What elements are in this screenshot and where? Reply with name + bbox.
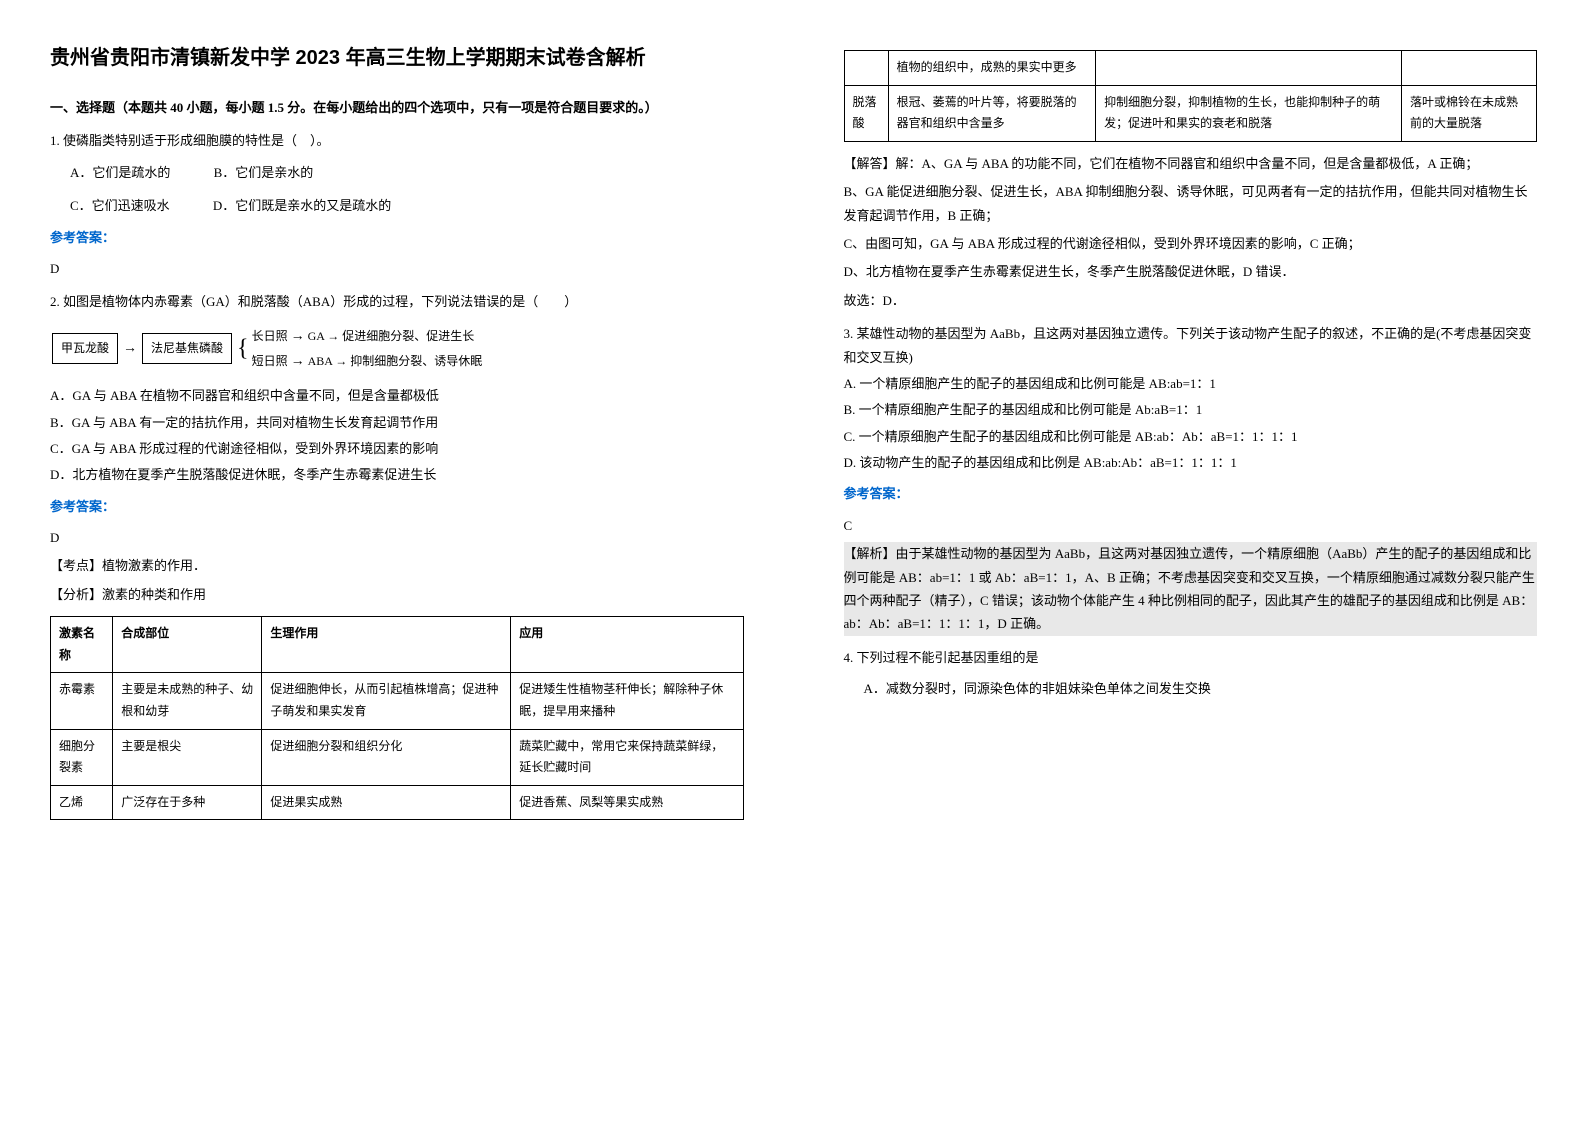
q1-opt-b: B．它们是亲水的 xyxy=(214,161,314,184)
q1-text: 1. 使磷脂类特别适于形成细胞膜的特性是（ ）。 xyxy=(50,129,744,152)
arrow-icon: → xyxy=(123,341,137,356)
q1-answer: D xyxy=(50,257,744,280)
document-title: 贵州省贵阳市清镇新发中学 2023 年高三生物上学期期末试卷含解析 xyxy=(50,40,744,76)
q2-fenxi: 【分析】激素的种类和作用 xyxy=(50,583,744,606)
arrow-icon: → xyxy=(291,354,305,369)
section-1-header: 一、选择题（本题共 40 小题，每小题 1.5 分。在每小题给出的四个选项中，只… xyxy=(50,96,744,119)
aba-text: ABA → 抑制细胞分裂、诱导休眠 xyxy=(308,354,483,368)
q2-opt-b: B．GA 与 ABA 有一定的拮抗作用，共同对植物生长发育起调节作用 xyxy=(50,411,744,434)
q1-opt-a: A．它们是疏水的 xyxy=(70,161,170,184)
cell-application: 促进矮生性植物茎秆伸长；解除种子休眠，提早用来播种 xyxy=(511,673,743,729)
q3-opt-c: C. 一个精原细胞产生配子的基因组成和比例可能是 AB:ab：Ab：aB=1：1… xyxy=(844,425,1538,448)
question-3: 3. 某雄性动物的基因型为 AaBb，且这两对基因独立遗传。下列关于该动物产生配… xyxy=(844,322,1538,636)
q3-opt-d: D. 该动物产生的配子的基因组成和比例是 AB:ab:Ab：aB=1：1：1：1 xyxy=(844,451,1538,474)
cell-name xyxy=(844,51,888,86)
q1-options: A．它们是疏水的 B．它们是亲水的 C．它们迅速吸水 D．它们既是亲水的又是疏水… xyxy=(70,161,744,218)
cell-function: 抑制细胞分裂，抑制植物的生长，也能抑制种子的萌发；促进叶和果实的衰老和脱落 xyxy=(1096,85,1402,141)
cell-name: 细胞分裂素 xyxy=(51,729,113,785)
q3-answer-label: 参考答案： xyxy=(844,482,1538,505)
q2-answer-label: 参考答案： xyxy=(50,495,744,518)
arrow-icon: → xyxy=(291,329,305,344)
th-name: 激素名称 xyxy=(51,617,113,673)
long-day-label: 长日照 xyxy=(252,329,288,343)
cell-function: 促进细胞伸长，从而引起植株增高；促进种子萌发和果实发育 xyxy=(262,673,511,729)
table-header-row: 激素名称 合成部位 生理作用 应用 xyxy=(51,617,744,673)
question-2: 2. 如图是植物体内赤霉素（GA）和脱落酸（ABA）形成的过程，下列说法错误的是… xyxy=(50,290,744,606)
cell-function: 促进果实成熟 xyxy=(262,785,511,820)
q2-analysis-d: D、北方植物在夏季产生赤霉素促进生长，冬季产生脱落酸促进休眠，D 错误． xyxy=(844,260,1538,283)
cell-application: 蔬菜贮藏中，常用它来保持蔬菜鲜绿，延长贮藏时间 xyxy=(511,729,743,785)
q2-answer: D xyxy=(50,526,744,549)
diagram-box2: 法尼基焦磷酸 xyxy=(142,333,232,365)
cell-name: 赤霉素 xyxy=(51,673,113,729)
question-4: 4. 下列过程不能引起基因重组的是 A．减数分裂时，同源染色体的非姐妹染色单体之… xyxy=(844,646,1538,701)
cell-function: 促进细胞分裂和组织分化 xyxy=(262,729,511,785)
q2-jieda: 【解答】解：A、GA 与 ABA 的功能不同，它们在植物不同器官和组织中含量不同… xyxy=(844,152,1538,175)
hormone-table-2: 植物的组织中，成熟的果实中更多 脱落酸 根冠、萎蔫的叶片等，将要脱落的器官和组织… xyxy=(844,50,1538,142)
q3-jiexi: 【解析】由于某雄性动物的基因型为 AaBb，且这两对基因独立遗传，一个精原细胞（… xyxy=(844,542,1538,636)
table-row: 乙烯 广泛存在于多种 促进果实成熟 促进香蕉、凤梨等果实成熟 xyxy=(51,785,744,820)
table-row: 植物的组织中，成熟的果实中更多 xyxy=(844,51,1537,86)
q3-opt-a: A. 一个精原细胞产生的配子的基因组成和比例可能是 AB:ab=1：1 xyxy=(844,372,1538,395)
q2-opt-c: C．GA 与 ABA 形成过程的代谢途径相似，受到外界环境因素的影响 xyxy=(50,437,744,460)
right-column: 植物的组织中，成熟的果实中更多 脱落酸 根冠、萎蔫的叶片等，将要脱落的器官和组织… xyxy=(794,0,1587,870)
q2-text: 2. 如图是植物体内赤霉素（GA）和脱落酸（ABA）形成的过程，下列说法错误的是… xyxy=(50,290,744,313)
cell-name: 乙烯 xyxy=(51,785,113,820)
th-function: 生理作用 xyxy=(262,617,511,673)
hormone-table-1: 激素名称 合成部位 生理作用 应用 赤霉素 主要是未成熟的种子、幼根和幼芽 促进… xyxy=(50,616,744,820)
q2-opt-a: A．GA 与 ABA 在植物不同器官和组织中含量不同，但是含量都极低 xyxy=(50,384,744,407)
cell-function xyxy=(1096,51,1402,86)
cell-name: 脱落酸 xyxy=(844,85,888,141)
q2-opt-d: D．北方植物在夏季产生脱落酸促进休眠，冬季产生赤霉素促进生长 xyxy=(50,463,744,486)
th-application: 应用 xyxy=(511,617,743,673)
q4-options: A．减数分裂时，同源染色体的非姐妹染色单体之间发生交换 xyxy=(864,677,1538,700)
q1-opt-c: C．它们迅速吸水 xyxy=(70,194,170,217)
brace-icon: { xyxy=(237,335,249,361)
q4-text: 4. 下列过程不能引起基因重组的是 xyxy=(844,646,1538,669)
short-day-label: 短日照 xyxy=(252,354,288,368)
cell-location: 主要是未成熟的种子、幼根和幼芽 xyxy=(113,673,262,729)
ga-text: GA → 促进细胞分裂、促进生长 xyxy=(308,329,475,343)
table-row: 赤霉素 主要是未成熟的种子、幼根和幼芽 促进细胞伸长，从而引起植株增高；促进种子… xyxy=(51,673,744,729)
q2-diagram: 甲瓦龙酸 → 法尼基焦磷酸 { 长日照 → GA → 促进细胞分裂、促进生长 短… xyxy=(50,324,744,374)
q4-opt-a: A．减数分裂时，同源染色体的非姐妹染色单体之间发生交换 xyxy=(864,677,1538,700)
q3-text: 3. 某雄性动物的基因型为 AaBb，且这两对基因独立遗传。下列关于该动物产生配… xyxy=(844,322,1538,369)
diagram-box1: 甲瓦龙酸 xyxy=(52,333,118,365)
table-row: 细胞分裂素 主要是根尖 促进细胞分裂和组织分化 蔬菜贮藏中，常用它来保持蔬菜鲜绿… xyxy=(51,729,744,785)
q3-answer: C xyxy=(844,514,1538,537)
cell-application: 落叶或棉铃在未成熟前的大量脱落 xyxy=(1402,85,1537,141)
q2-guxuan: 故选：D． xyxy=(844,289,1538,312)
th-location: 合成部位 xyxy=(113,617,262,673)
q1-opt-d: D．它们既是亲水的又是疏水的 xyxy=(213,194,391,217)
cell-application: 促进香蕉、凤梨等果实成熟 xyxy=(511,785,743,820)
cell-location: 广泛存在于多种 xyxy=(113,785,262,820)
cell-application xyxy=(1402,51,1537,86)
cell-location: 植物的组织中，成熟的果实中更多 xyxy=(888,51,1096,86)
q2-kaodian: 【考点】植物激素的作用． xyxy=(50,554,744,577)
q1-answer-label: 参考答案： xyxy=(50,226,744,249)
table-row: 脱落酸 根冠、萎蔫的叶片等，将要脱落的器官和组织中含量多 抑制细胞分裂，抑制植物… xyxy=(844,85,1537,141)
q2-analysis-c: C、由图可知，GA 与 ABA 形成过程的代谢途径相似，受到外界环境因素的影响，… xyxy=(844,232,1538,255)
cell-location: 主要是根尖 xyxy=(113,729,262,785)
q3-opt-b: B. 一个精原细胞产生配子的基因组成和比例可能是 Ab:aB=1：1 xyxy=(844,398,1538,421)
q2-analysis-b: B、GA 能促进细胞分裂、促进生长，ABA 抑制细胞分裂、诱导休眠，可见两者有一… xyxy=(844,180,1538,227)
question-1: 1. 使磷脂类特别适于形成细胞膜的特性是（ ）。 A．它们是疏水的 B．它们是亲… xyxy=(50,129,744,280)
cell-location: 根冠、萎蔫的叶片等，将要脱落的器官和组织中含量多 xyxy=(888,85,1096,141)
left-column: 贵州省贵阳市清镇新发中学 2023 年高三生物上学期期末试卷含解析 一、选择题（… xyxy=(0,0,794,870)
